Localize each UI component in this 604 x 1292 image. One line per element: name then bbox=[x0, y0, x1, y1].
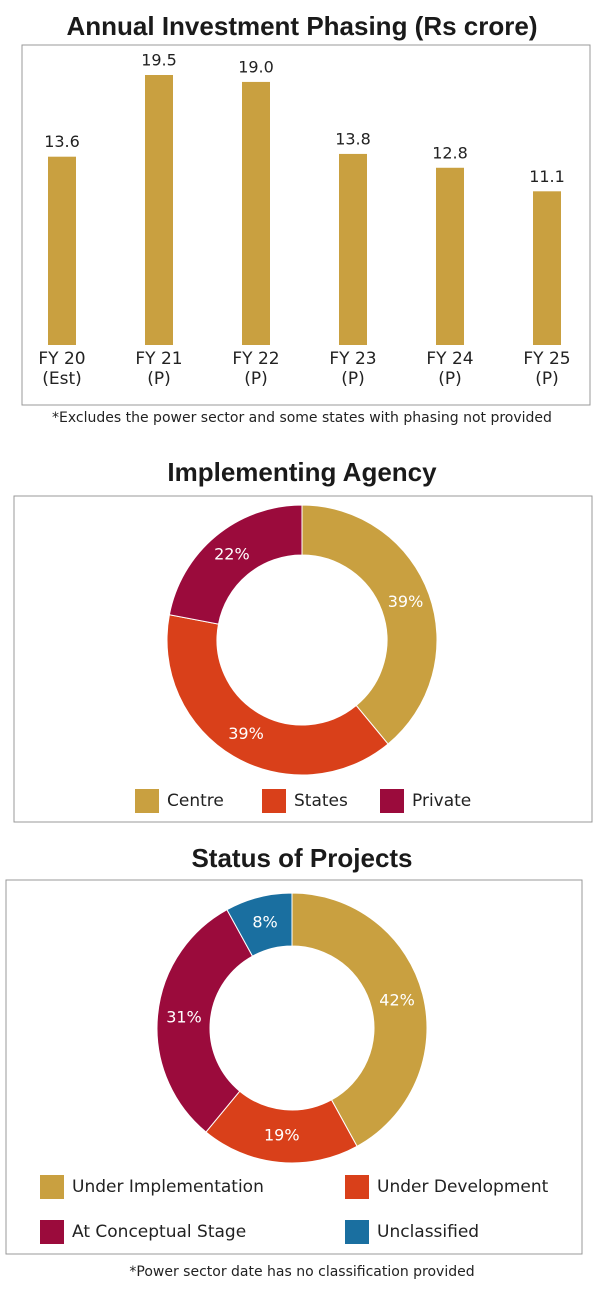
legend-label: Under Development bbox=[377, 1177, 549, 1197]
legend-swatch bbox=[345, 1220, 369, 1244]
donut-slice bbox=[166, 614, 389, 776]
bar bbox=[48, 156, 76, 345]
legend-swatch bbox=[345, 1175, 369, 1199]
legend-label: Centre bbox=[167, 791, 224, 811]
frame bbox=[13, 495, 593, 823]
value-label: 22% bbox=[214, 545, 250, 564]
value-label: 13.8 bbox=[335, 129, 371, 148]
x-tick-label: FY 22 bbox=[232, 349, 279, 369]
bar bbox=[242, 81, 270, 345]
x-tick-label: FY 23 bbox=[329, 349, 376, 369]
value-label: 19% bbox=[264, 1126, 300, 1145]
x-tick-label: FY 21 bbox=[135, 349, 182, 369]
bar bbox=[533, 191, 561, 345]
donut-slice bbox=[301, 504, 438, 745]
donut-slice bbox=[168, 504, 303, 625]
donut-slice bbox=[226, 892, 293, 957]
legend-swatch bbox=[40, 1220, 64, 1244]
value-label: 19.0 bbox=[238, 57, 274, 76]
legend-label: Under Implementation bbox=[72, 1177, 264, 1197]
legend-swatch bbox=[135, 789, 159, 813]
donut-slice bbox=[291, 892, 428, 1147]
value-label: 42% bbox=[379, 991, 415, 1010]
x-tick-label: FY 25 bbox=[523, 349, 570, 369]
x-tick-label: (P) bbox=[438, 369, 462, 389]
bar bbox=[436, 167, 464, 345]
value-label: 39% bbox=[388, 592, 424, 611]
value-label: 19.5 bbox=[141, 51, 177, 70]
bar bbox=[339, 153, 367, 345]
chart-title: Status of Projects bbox=[191, 843, 412, 873]
x-tick-label: (P) bbox=[244, 369, 268, 389]
legend-swatch bbox=[380, 789, 404, 813]
chart-title: Annual Investment Phasing (Rs crore) bbox=[67, 11, 538, 41]
frame bbox=[21, 44, 591, 406]
value-label: 13.6 bbox=[44, 132, 80, 151]
x-tick-label: (P) bbox=[341, 369, 365, 389]
legend-swatch bbox=[40, 1175, 64, 1199]
bar bbox=[145, 75, 173, 345]
value-label: 12.8 bbox=[432, 143, 468, 162]
value-label: 8% bbox=[252, 912, 277, 931]
x-tick-label: (P) bbox=[147, 369, 171, 389]
value-label: 11.1 bbox=[529, 167, 565, 186]
x-tick-label: FY 20 bbox=[38, 349, 85, 369]
legend-label: Unclassified bbox=[377, 1222, 479, 1242]
value-label: 31% bbox=[166, 1007, 202, 1026]
x-tick-label: FY 24 bbox=[426, 349, 473, 369]
x-tick-label: (P) bbox=[535, 369, 559, 389]
x-tick-label: (Est) bbox=[42, 369, 82, 389]
donut-slice bbox=[156, 909, 254, 1133]
chart-title: Implementing Agency bbox=[167, 457, 437, 487]
legend-swatch bbox=[262, 789, 286, 813]
legend-label: At Conceptual Stage bbox=[72, 1222, 246, 1242]
footnote: *Excludes the power sector and some stat… bbox=[52, 410, 552, 426]
legend-label: Private bbox=[412, 791, 471, 811]
value-label: 39% bbox=[228, 724, 264, 743]
legend-label: States bbox=[294, 791, 348, 811]
footnote: *Power sector date has no classification… bbox=[129, 1264, 474, 1280]
frame bbox=[5, 879, 583, 1255]
